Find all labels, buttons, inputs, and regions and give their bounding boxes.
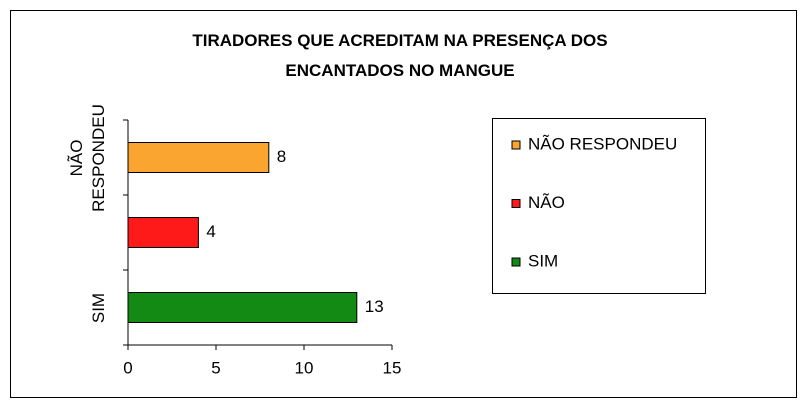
chart-title: TIRADORES QUE ACREDITAM NA PRESENÇA DOS … <box>192 31 608 80</box>
bar <box>127 217 199 248</box>
legend-swatch <box>511 199 521 208</box>
x-tick-label: 10 <box>295 358 314 377</box>
data-label: 8 <box>277 147 286 166</box>
legend-swatch <box>511 140 521 150</box>
bar <box>127 292 358 323</box>
legend-swatch <box>511 257 521 267</box>
y-tick-label: NÃO RESPONDEU <box>67 103 108 212</box>
data-label: 4 <box>206 222 215 241</box>
legend-label: NÃO RESPONDEU <box>528 134 677 153</box>
legend-box <box>492 118 706 294</box>
y-tick-label: SIM <box>89 292 108 323</box>
bar <box>127 142 270 173</box>
x-tick-label: 0 <box>123 358 132 377</box>
data-label: 13 <box>365 297 384 316</box>
x-tick-label: 5 <box>211 358 220 377</box>
x-tick-label: 15 <box>383 358 402 377</box>
legend-label: SIM <box>528 251 558 270</box>
legend-label: NÃO <box>528 193 565 212</box>
